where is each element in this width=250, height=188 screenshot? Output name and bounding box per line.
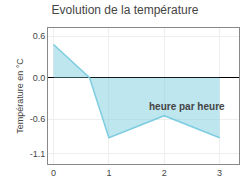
svg-text:-0.6: -0.6 (30, 114, 46, 124)
svg-text:3: 3 (217, 168, 222, 178)
svg-text:2: 2 (162, 168, 167, 178)
svg-text:0: 0 (51, 168, 56, 178)
svg-text:0.6: 0.6 (33, 31, 46, 41)
svg-text:heure par heure: heure par heure (149, 101, 225, 112)
svg-text:Température en °C: Température en °C (15, 58, 25, 134)
svg-text:-1.1: -1.1 (30, 149, 46, 159)
svg-text:0.0: 0.0 (33, 73, 46, 83)
svg-text:1: 1 (106, 168, 111, 178)
svg-text:Evolution de la température: Evolution de la température (52, 3, 199, 17)
